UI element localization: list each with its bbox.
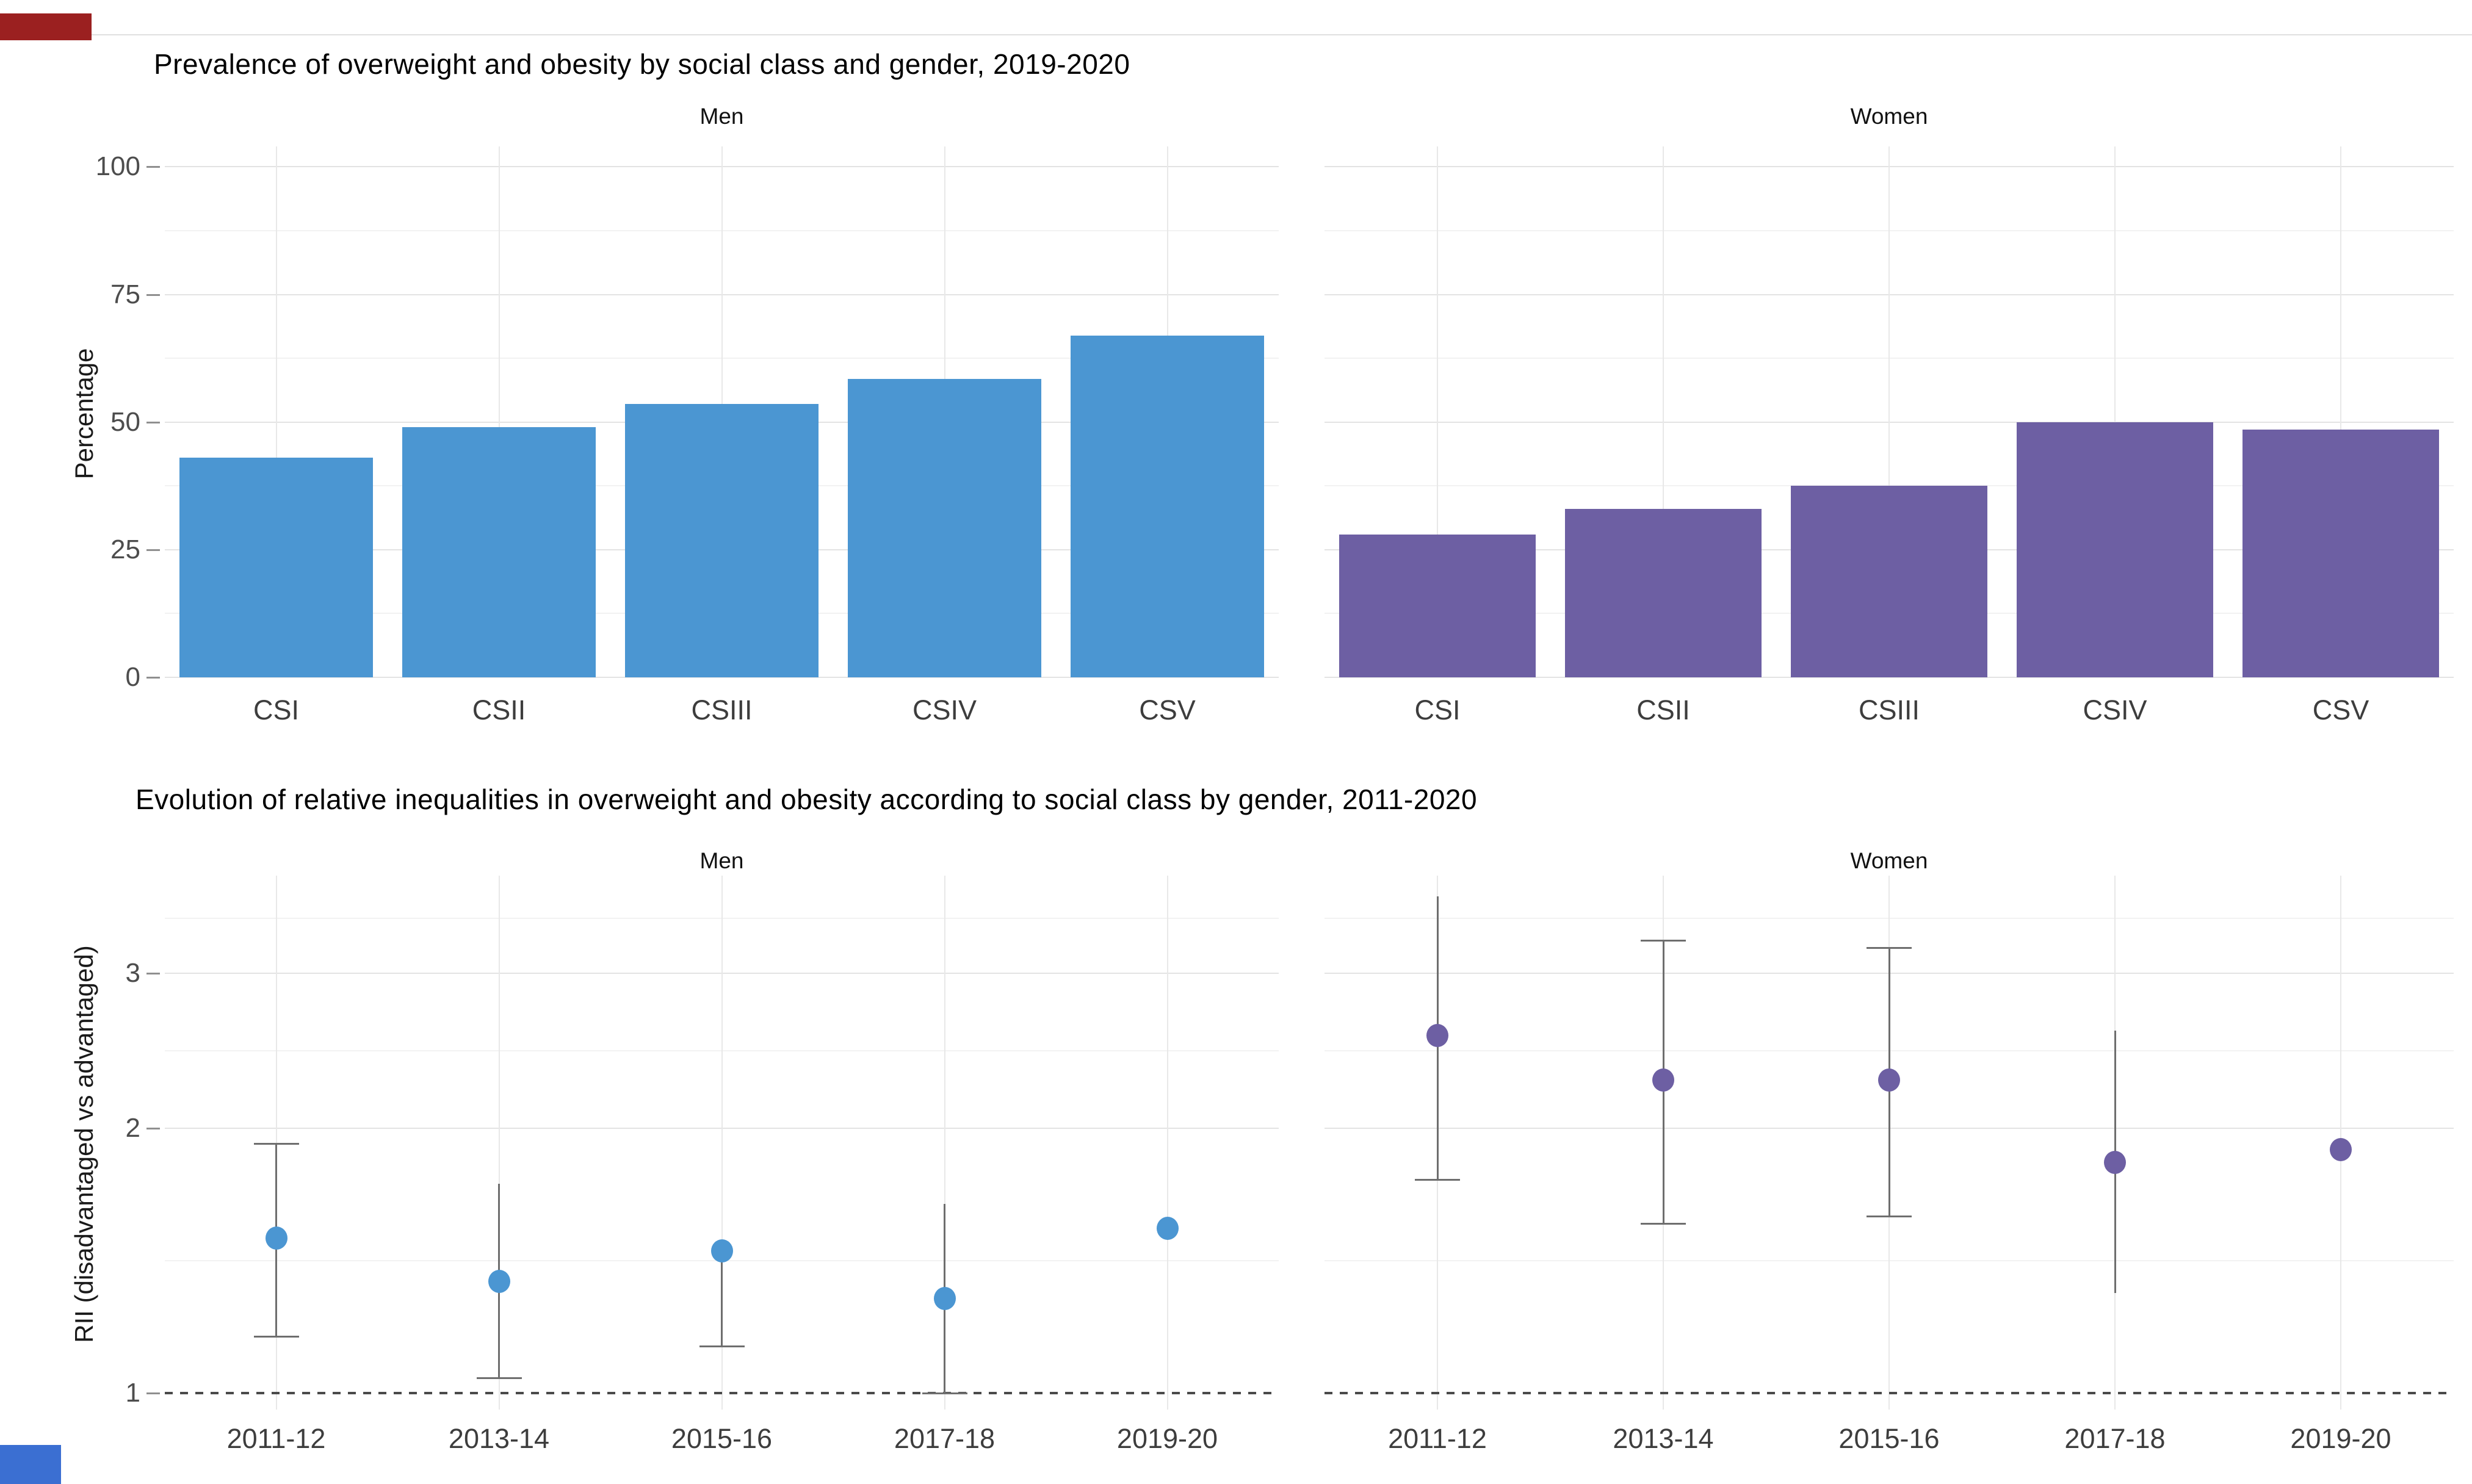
panel-prevalence-women bbox=[1325, 146, 2454, 678]
bar-CSIV bbox=[2017, 422, 2213, 677]
data-point-2011-12 bbox=[265, 1226, 287, 1250]
data-point-2019-20 bbox=[2330, 1138, 2352, 1162]
y-tick-label: 0 bbox=[125, 662, 140, 692]
errorbar-cap-top bbox=[1641, 940, 1686, 942]
x-tick-label: 2015-16 bbox=[671, 1423, 773, 1454]
x-tick-label: 2011-12 bbox=[226, 1423, 326, 1454]
panel-rii-men bbox=[165, 876, 1279, 1410]
x-tick-label: CSV bbox=[2312, 694, 2369, 726]
x-tick-label: 2015-16 bbox=[1838, 1423, 1940, 1454]
y-tick-mark bbox=[146, 421, 160, 423]
gridline-vertical bbox=[2340, 146, 2341, 677]
bar-CSV bbox=[1070, 335, 1265, 677]
y-axis-label-rii: RII (disadvantaged vs advantaged) bbox=[70, 945, 98, 1343]
x-tick-label: CSII bbox=[472, 694, 526, 726]
y-tick-mark bbox=[146, 677, 160, 679]
bottom-left-blue-bar bbox=[0, 1445, 61, 1484]
y-tick-mark bbox=[146, 294, 160, 296]
x-tick-label: 2017-18 bbox=[2064, 1423, 2166, 1454]
gridline-major bbox=[165, 677, 1279, 678]
x-tick-label: 2019-20 bbox=[1116, 1423, 1218, 1454]
x-tick-label: 2013-14 bbox=[1613, 1423, 1714, 1454]
y-tick-mark bbox=[146, 549, 160, 551]
y-tick-label: 3 bbox=[125, 957, 140, 988]
data-point-2017-18 bbox=[933, 1287, 956, 1311]
reference-dashed-line bbox=[165, 1392, 1279, 1394]
gridline-major bbox=[1325, 677, 2454, 678]
panel-prevalence-men bbox=[165, 146, 1279, 678]
top-left-red-bar bbox=[0, 13, 92, 40]
x-tick-label: CSI bbox=[253, 694, 299, 726]
errorbar-cap-top bbox=[253, 1143, 299, 1145]
gridline-vertical bbox=[1437, 146, 1438, 677]
y-tick-label: 1 bbox=[125, 1378, 140, 1408]
y-tick-label: 50 bbox=[110, 406, 140, 437]
facet-label: Men bbox=[699, 104, 744, 129]
y-tick-label: 100 bbox=[95, 151, 140, 182]
x-tick-label: CSII bbox=[1636, 694, 1690, 726]
errorbar-cap-bottom bbox=[922, 1392, 967, 1394]
gridline-vertical bbox=[1888, 146, 1890, 677]
gridline-vertical bbox=[944, 876, 945, 1410]
errorbar-line bbox=[721, 1251, 723, 1347]
x-tick-label: CSIV bbox=[2083, 694, 2147, 726]
bar-CSV bbox=[2243, 430, 2439, 677]
errorbar-cap-bottom bbox=[699, 1345, 745, 1348]
errorbar-cap-top bbox=[1867, 946, 1912, 949]
bar-CSIII bbox=[624, 404, 819, 677]
facet-label: Women bbox=[1850, 104, 1928, 129]
errorbar-cap-bottom bbox=[253, 1336, 299, 1338]
bar-CSII bbox=[402, 427, 596, 677]
y-tick-mark bbox=[146, 166, 160, 168]
gridline-vertical bbox=[2114, 146, 2116, 677]
gridline-vertical bbox=[275, 876, 277, 1410]
data-point-2017-18 bbox=[2104, 1150, 2126, 1174]
data-point-2015-16 bbox=[710, 1239, 733, 1263]
data-point-2019-20 bbox=[1156, 1216, 1179, 1240]
data-point-2011-12 bbox=[1426, 1023, 1448, 1047]
y-tick-mark bbox=[146, 1127, 160, 1129]
errorbar-cap-bottom bbox=[1641, 1222, 1686, 1225]
x-tick-label: CSIV bbox=[912, 694, 977, 726]
gridline-vertical bbox=[275, 146, 277, 677]
x-tick-label: CSV bbox=[1139, 694, 1196, 726]
chart-title-prevalence: Prevalence of overweight and obesity by … bbox=[154, 48, 1130, 80]
errorbar-cap-bottom bbox=[1415, 1178, 1460, 1181]
bar-CSI bbox=[179, 458, 374, 677]
chart-title-rii: Evolution of relative inequalities in ov… bbox=[136, 783, 1478, 815]
y-tick-mark bbox=[146, 972, 160, 974]
x-tick-label: 2019-20 bbox=[2290, 1423, 2391, 1454]
x-tick-label: CSI bbox=[1414, 694, 1461, 726]
reference-dashed-line bbox=[1325, 1392, 2454, 1394]
x-tick-label: CSIII bbox=[691, 694, 753, 726]
bar-CSI bbox=[1339, 534, 1536, 677]
y-tick-label: 2 bbox=[125, 1112, 140, 1143]
data-point-2013-14 bbox=[488, 1269, 510, 1293]
facet-label: Men bbox=[699, 848, 744, 873]
panel-rii-women bbox=[1325, 876, 2454, 1410]
y-tick-mark bbox=[146, 1392, 160, 1394]
x-tick-label: 2013-14 bbox=[448, 1423, 550, 1454]
top-divider-line bbox=[43, 34, 2472, 35]
y-tick-label: 25 bbox=[110, 534, 140, 564]
bar-CSIV bbox=[847, 378, 1042, 677]
gridline-vertical bbox=[721, 876, 723, 1410]
x-tick-label: 2011-12 bbox=[1388, 1423, 1487, 1454]
y-tick-label: 75 bbox=[110, 279, 140, 309]
data-point-2015-16 bbox=[1878, 1068, 1900, 1092]
gridline-vertical bbox=[1166, 876, 1168, 1410]
data-point-2013-14 bbox=[1652, 1068, 1674, 1092]
bar-CSIII bbox=[1791, 486, 1987, 677]
gridline-vertical bbox=[498, 876, 500, 1410]
facet-label: Women bbox=[1850, 848, 1928, 873]
x-tick-label: CSIII bbox=[1858, 694, 1920, 726]
gridline-vertical bbox=[498, 146, 500, 677]
x-tick-label: 2017-18 bbox=[894, 1423, 996, 1454]
bar-CSII bbox=[1565, 508, 1762, 677]
errorbar-cap-bottom bbox=[1867, 1215, 1912, 1217]
errorbar-cap-bottom bbox=[476, 1377, 522, 1380]
gridline-vertical bbox=[1663, 146, 1664, 677]
